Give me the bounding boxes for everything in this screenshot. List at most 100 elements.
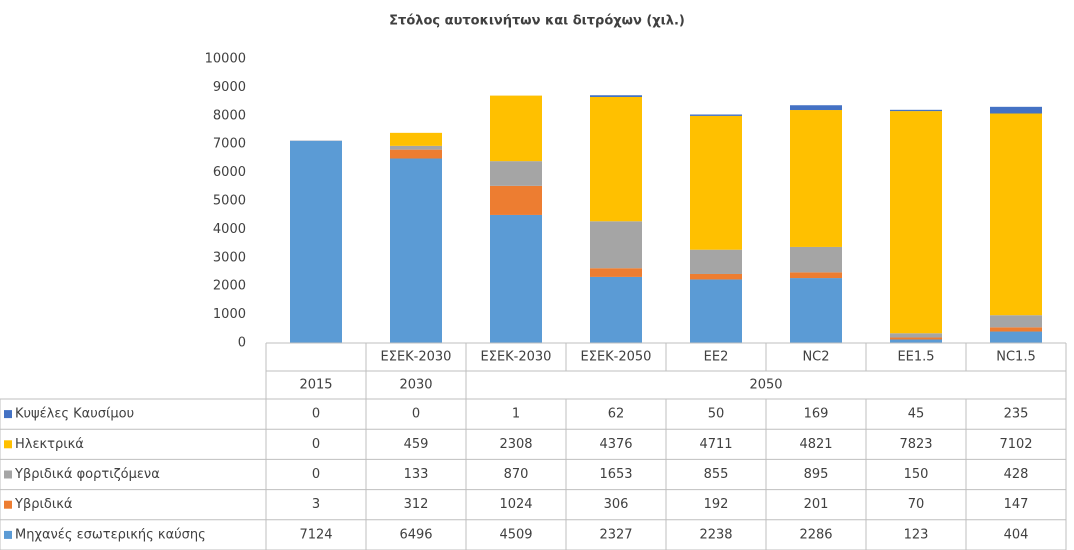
bar-segment xyxy=(890,109,942,112)
table-value: 7124 xyxy=(299,527,332,542)
y-tick-label: 6000 xyxy=(213,165,246,180)
table-value: 404 xyxy=(1004,527,1029,542)
bar-segment xyxy=(390,132,442,146)
category-label: ΕΕ1.5 xyxy=(897,350,934,365)
table-value: 306 xyxy=(604,497,629,512)
bar-segment xyxy=(690,249,742,274)
bar-segment xyxy=(590,221,642,269)
table-value: 133 xyxy=(404,467,429,482)
y-tick-label: 4000 xyxy=(213,222,246,237)
category-label: NC2 xyxy=(802,350,829,365)
legend-label: Υβριδικά xyxy=(14,497,72,512)
table-value: 2327 xyxy=(599,527,632,542)
table-value: 2238 xyxy=(699,527,732,542)
legend-label: Ηλεκτρικά xyxy=(15,437,84,452)
bar-segment xyxy=(790,272,842,279)
category-label: ΕΕ2 xyxy=(704,350,729,365)
group-label: 2015 xyxy=(299,378,332,393)
bar-segment xyxy=(790,278,842,343)
table-value: 4711 xyxy=(699,437,732,452)
bar-segment xyxy=(590,276,642,343)
bar-segment xyxy=(690,279,742,343)
bar-segment xyxy=(590,268,642,277)
table-value: 3 xyxy=(312,497,320,512)
table-value: 459 xyxy=(404,437,429,452)
legend-key xyxy=(4,470,12,479)
table-value: 0 xyxy=(312,437,320,452)
table-value: 150 xyxy=(904,467,929,482)
legend-key xyxy=(4,530,12,539)
table-value: 45 xyxy=(908,407,925,422)
legend-label: Κυψέλες Καυσίμου xyxy=(15,407,134,422)
table-value: 123 xyxy=(904,527,929,542)
bar-segment xyxy=(990,327,1042,332)
table-value: 169 xyxy=(804,407,829,422)
bar-segment xyxy=(990,331,1042,343)
bar-segment xyxy=(790,246,842,273)
bar-segment xyxy=(290,140,342,343)
table-value: 1024 xyxy=(499,497,532,512)
y-tick-label: 8000 xyxy=(213,108,246,123)
y-tick-label: 2000 xyxy=(213,279,246,294)
table-value: 0 xyxy=(312,407,320,422)
table-value: 855 xyxy=(704,467,729,482)
bar-segment xyxy=(590,96,642,222)
table-value: 4376 xyxy=(599,437,632,452)
bar-segment xyxy=(490,214,542,343)
bar-segment xyxy=(390,145,442,150)
category-label: NC1.5 xyxy=(996,350,1035,365)
table-value: 870 xyxy=(504,467,529,482)
table-value: 235 xyxy=(1004,407,1029,422)
chart-title: Στόλος αυτοκινήτων και διτρόχων (χιλ.) xyxy=(389,14,685,29)
table-value: 6496 xyxy=(399,527,432,542)
y-tick-label: 1000 xyxy=(213,307,246,322)
table-value: 2286 xyxy=(799,527,832,542)
category-label: ΕΣΕΚ-2050 xyxy=(581,350,652,365)
bar-segment xyxy=(490,161,542,186)
bar-segment xyxy=(690,273,742,280)
table-value: 428 xyxy=(1004,467,1029,482)
table-value: 147 xyxy=(1004,497,1029,512)
table-value: 4509 xyxy=(499,527,532,542)
bar-segment xyxy=(890,333,942,338)
group-label: 2030 xyxy=(399,378,432,393)
legend-key xyxy=(4,500,12,509)
y-tick-label: 9000 xyxy=(213,80,246,95)
bar-segment xyxy=(990,106,1042,114)
bar-segment xyxy=(890,337,942,340)
bar-segment xyxy=(790,110,842,247)
table-value: 0 xyxy=(412,407,420,422)
bar-segment xyxy=(990,315,1042,328)
legend-key xyxy=(4,440,12,449)
group-label: 2050 xyxy=(749,378,782,393)
y-tick-label: 5000 xyxy=(213,194,246,209)
y-tick-label: 3000 xyxy=(213,250,246,265)
bar-segment xyxy=(590,95,642,97)
table-value: 1 xyxy=(512,407,520,422)
legend-label: Μηχανές εσωτερικής καύσης xyxy=(15,527,206,542)
table-value: 62 xyxy=(608,407,625,422)
bar-segment xyxy=(690,114,742,116)
legend-label: Υβριδικά φορτιζόμενα xyxy=(14,467,160,482)
bar-segment xyxy=(490,185,542,215)
bar-segment xyxy=(690,115,742,250)
table-value: 0 xyxy=(312,467,320,482)
table-value: 312 xyxy=(404,497,429,512)
bar-segment xyxy=(990,113,1042,316)
table-value: 4821 xyxy=(799,437,832,452)
category-label: ΕΣΕΚ-2030 xyxy=(381,350,452,365)
y-tick-label: 7000 xyxy=(213,137,246,152)
y-tick-label: 0 xyxy=(238,336,246,351)
bar-segment xyxy=(390,158,442,343)
bar-segment xyxy=(890,339,942,343)
bar-segment xyxy=(490,95,542,162)
legend-key xyxy=(4,410,12,419)
table-value: 1653 xyxy=(599,467,632,482)
table-value: 895 xyxy=(804,467,829,482)
bar-segment xyxy=(790,105,842,111)
table-value: 70 xyxy=(908,497,925,512)
bar-segment xyxy=(390,149,442,159)
table-value: 2308 xyxy=(499,437,532,452)
table-value: 192 xyxy=(704,497,729,512)
